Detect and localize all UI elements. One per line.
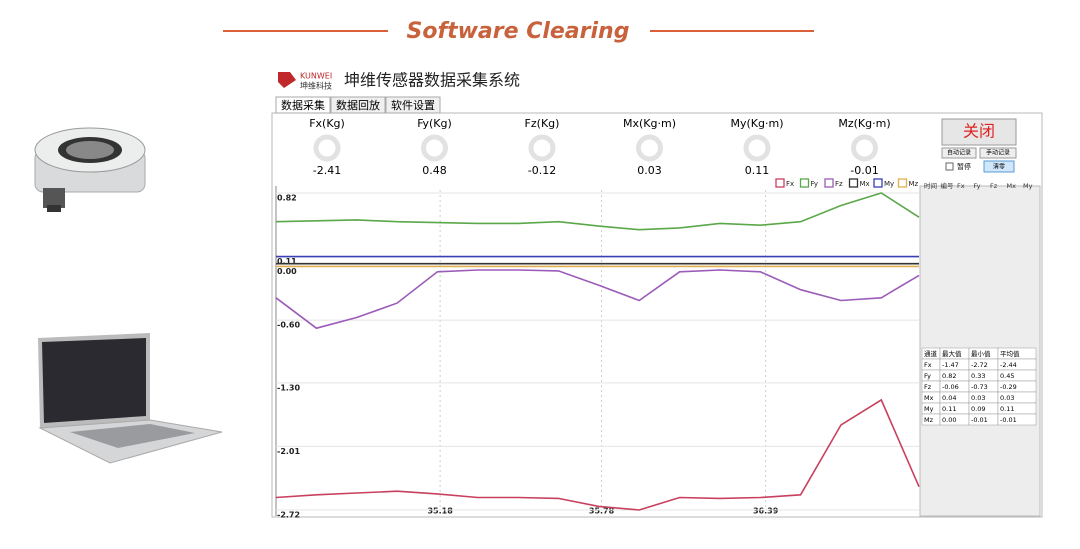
stats-text: -0.73 [971, 383, 988, 391]
stats-text: -0.29 [1000, 383, 1017, 391]
gauge-label: My(Kg·m) [731, 117, 784, 130]
tab[interactable] [275, 96, 331, 114]
stats-text: 0.03 [1000, 394, 1014, 402]
stats-text: Mx [924, 394, 934, 402]
gauge-label: Fz(Kg) [525, 117, 560, 130]
stats-text: Fx [924, 361, 932, 369]
tab-label[interactable]: 数据采集 [281, 98, 325, 112]
stats-text: 0.45 [1000, 372, 1014, 380]
y-tick-label: -2.72 [277, 511, 300, 520]
legend-swatch[interactable] [848, 178, 859, 188]
stats-text: -2.72 [971, 361, 988, 369]
y-tick-label: 0.82 [277, 194, 297, 203]
header-title: Software Clearing [407, 19, 630, 44]
x-tick-label: 35.18 [427, 507, 453, 516]
legend-swatch[interactable] [799, 178, 810, 188]
legend-label[interactable]: Fx [786, 180, 794, 188]
app-window: KUNWEI 坤维科技 坤维传感器数据采集系统 关闭 自动记录 手动记录 暂停 … [271, 71, 1043, 518]
record-manual-button[interactable]: 手动记录 [986, 149, 1010, 157]
gauge-label: Mz(Kg·m) [838, 117, 890, 130]
gauge-value: -0.12 [528, 164, 556, 177]
gauge-value: -2.41 [313, 164, 341, 177]
tab[interactable] [330, 96, 386, 114]
gauge-value: 0.03 [637, 164, 662, 177]
gauge-label: Mx(Kg·m) [623, 117, 676, 130]
log-column: 编号 [941, 181, 955, 190]
x-tick-label: 35.78 [589, 507, 615, 516]
pause-checkbox[interactable] [945, 162, 954, 171]
stats-text: -1.47 [942, 361, 959, 369]
stats-text: -0.01 [971, 416, 988, 424]
legend-swatch[interactable] [775, 178, 785, 188]
log-column: Fy [974, 182, 981, 190]
tab[interactable] [385, 96, 441, 114]
stats-text: 0.09 [971, 405, 985, 413]
log-column: 时间 [924, 181, 937, 190]
stats-text: Mz [924, 416, 934, 424]
record-auto-button[interactable]: 自动记录 [947, 149, 971, 157]
log-column: Fx [957, 182, 965, 190]
stats-text: 0.11 [942, 405, 956, 413]
stats-text: 0.04 [942, 394, 956, 402]
gauge-value: -0.01 [850, 164, 878, 177]
y-tick-label: 0.00 [277, 267, 297, 276]
legend-label[interactable]: Mz [909, 180, 919, 188]
logo-cn: 坤维科技 [300, 81, 332, 91]
gauge [421, 134, 448, 162]
stats-text: -0.06 [942, 383, 959, 391]
legend-swatch[interactable] [824, 178, 834, 188]
legend-label[interactable]: My [884, 180, 894, 188]
stats-text: 最大值 [942, 349, 962, 358]
y-tick-label: -0.60 [277, 321, 300, 330]
stats-text: 0.82 [942, 372, 956, 380]
gauge [636, 134, 663, 162]
y-tick-label: 0.11 [277, 257, 297, 266]
stats-text: 0.00 [942, 416, 956, 424]
log-column: Fz [990, 182, 998, 190]
gauge-value: 0.11 [745, 164, 770, 177]
x-tick-label: 36.39 [753, 507, 779, 516]
zero-button[interactable]: 清零 [993, 163, 1005, 171]
stats-text: -2.44 [1000, 361, 1017, 369]
legend-swatch[interactable] [897, 178, 908, 188]
stats-text: My [924, 405, 934, 413]
close-button[interactable]: 关闭 [963, 122, 995, 141]
gauge [743, 134, 771, 162]
sensor-image [34, 127, 146, 212]
stats-text: Fy [924, 372, 931, 380]
series-line [275, 398, 920, 511]
app-title: 坤维传感器数据采集系统 [344, 71, 520, 90]
legend-swatch[interactable] [873, 178, 883, 188]
legend-label[interactable]: Fy [811, 180, 819, 188]
y-tick-label: -2.01 [277, 447, 300, 456]
series-line [275, 269, 920, 330]
stats-text: 最小值 [971, 349, 991, 358]
gauge-label: Fx(Kg) [309, 117, 345, 130]
log-column: My [1023, 182, 1033, 190]
gauge-label: Fy(Kg) [417, 117, 452, 130]
gauge [528, 134, 556, 162]
stats-cell [997, 413, 1037, 426]
log-column: Mx [1007, 182, 1017, 190]
stats-text: 0.33 [971, 372, 985, 380]
stats-text: -0.01 [1000, 416, 1017, 424]
legend-label[interactable]: Mx [860, 180, 870, 188]
stats-text: 0.11 [1000, 405, 1014, 413]
laptop-image [38, 333, 223, 464]
stats-text: 0.03 [971, 394, 985, 402]
series-line [275, 192, 920, 231]
stats-text: Fz [924, 383, 932, 391]
stats-text: 通道 [924, 349, 938, 358]
gauge [851, 134, 878, 162]
logo: KUNWEI [300, 72, 332, 81]
pause-label[interactable]: 暂停 [957, 162, 971, 171]
legend-label[interactable]: Fz [835, 180, 843, 188]
tab-label[interactable]: 数据回放 [336, 98, 380, 112]
gauge-value: 0.48 [422, 164, 447, 177]
y-tick-label: -1.30 [277, 383, 300, 392]
stats-text: 平均值 [1000, 349, 1020, 358]
tab-label[interactable]: 软件设置 [391, 98, 435, 112]
gauge [313, 134, 341, 162]
